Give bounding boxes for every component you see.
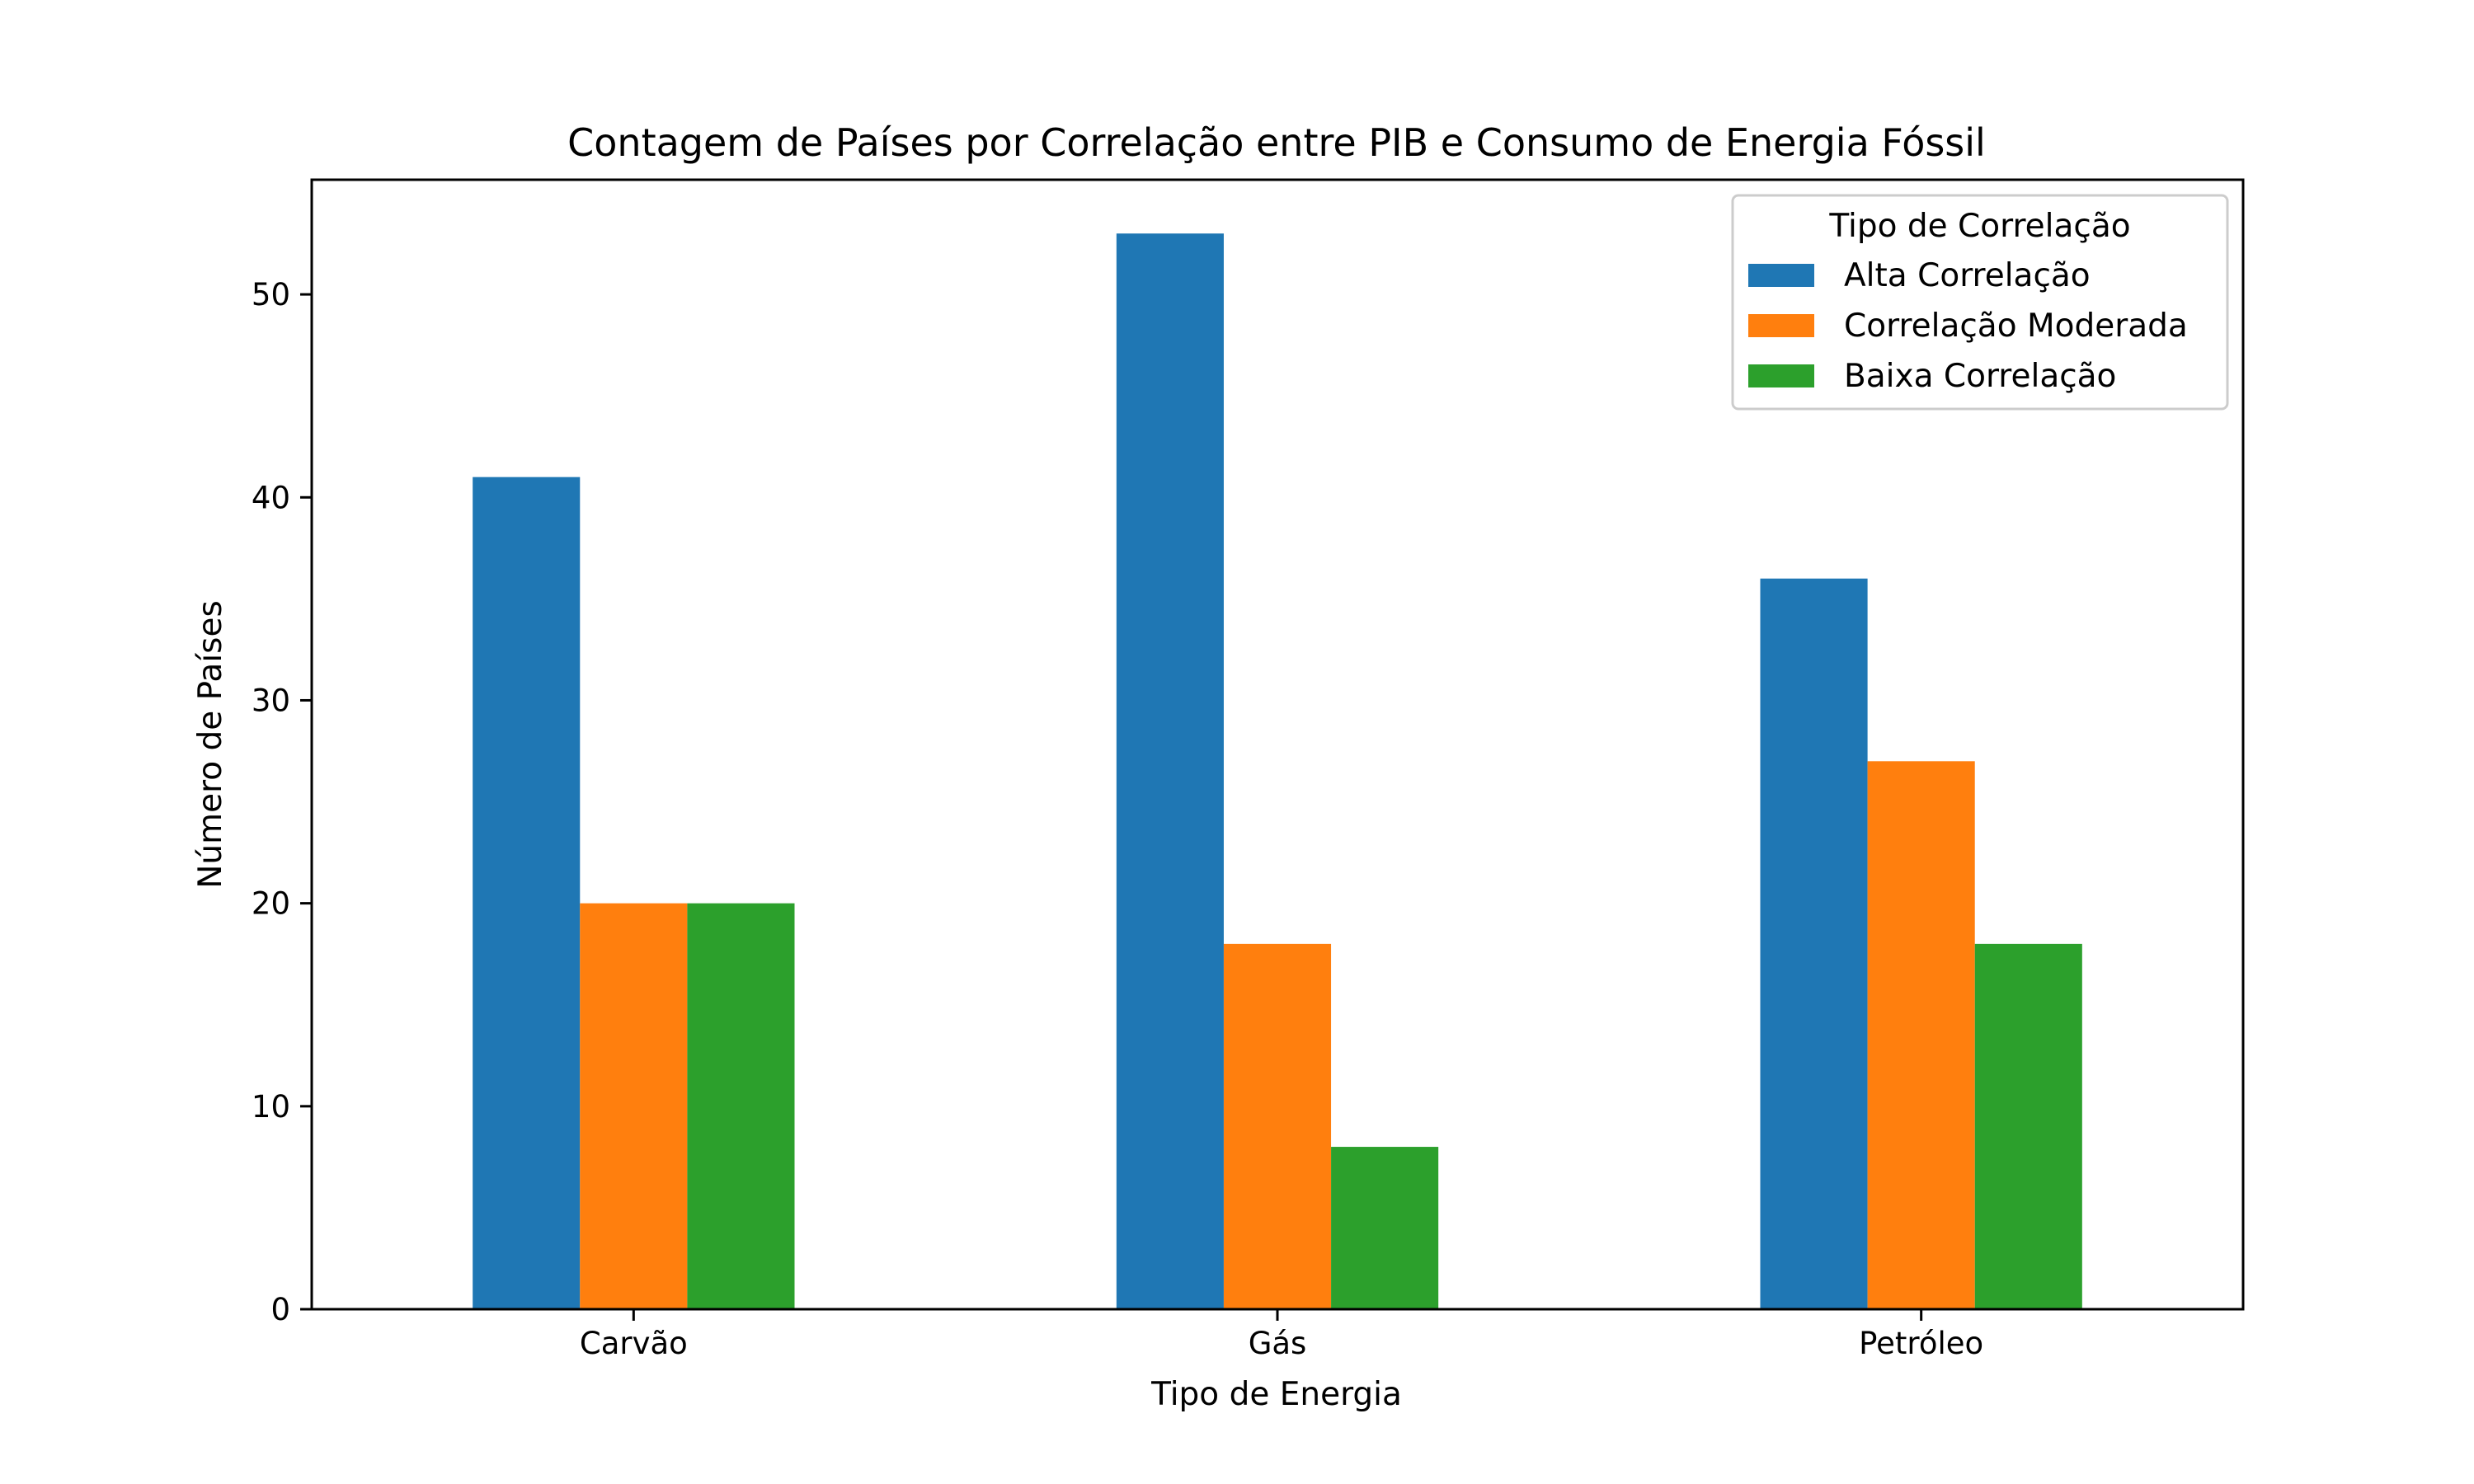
chart-title: Contagem de Países por Correlação entre … xyxy=(567,120,1986,165)
legend-swatch xyxy=(1748,314,1814,337)
bars-group xyxy=(473,233,2082,1309)
legend-title: Tipo de Correlação xyxy=(1828,208,2130,245)
bar-2-3 xyxy=(1867,761,1975,1309)
bar-3-2 xyxy=(1331,1147,1439,1309)
legend: Tipo de Correlação Alta Correlação Correl… xyxy=(1731,194,2229,411)
y-tick-label: 30 xyxy=(252,683,290,718)
y-tick-label: 20 xyxy=(252,886,290,922)
bar-1-2 xyxy=(1116,233,1224,1309)
y-tick-label: 50 xyxy=(252,277,290,312)
x-tick-label: Petróleo xyxy=(1859,1326,1983,1361)
y-tick-label: 40 xyxy=(252,480,290,515)
bar-1-3 xyxy=(1760,578,1868,1309)
y-tick-label: 0 xyxy=(270,1292,290,1327)
bar-2-2 xyxy=(1223,943,1332,1309)
legend-swatch xyxy=(1748,364,1814,387)
x-axis-label: Tipo de Energia xyxy=(1150,1376,1402,1413)
y-tick-label: 10 xyxy=(252,1089,290,1125)
bar-3-1 xyxy=(687,903,795,1309)
x-tick-label: Gás xyxy=(1249,1326,1307,1361)
y-axis: 0 10 20 30 40 50 xyxy=(252,277,312,1327)
y-axis-label: Número de Países xyxy=(192,600,229,889)
legend-label: Correlação Moderada xyxy=(1844,308,2188,345)
bar-3-3 xyxy=(1974,943,2082,1309)
x-axis: Carvão Gás Petróleo xyxy=(580,1309,1983,1361)
legend-swatch xyxy=(1748,264,1814,287)
bar-1-1 xyxy=(473,477,581,1309)
legend-label: Baixa Correlação xyxy=(1844,358,2116,395)
legend-label: Alta Correlação xyxy=(1844,257,2091,294)
bar-2-1 xyxy=(580,903,688,1309)
x-tick-label: Carvão xyxy=(580,1326,688,1361)
legend-items: Alta Correlação Correlação Moderada Baixa … xyxy=(1748,257,2188,395)
legend-box xyxy=(1731,194,2229,411)
